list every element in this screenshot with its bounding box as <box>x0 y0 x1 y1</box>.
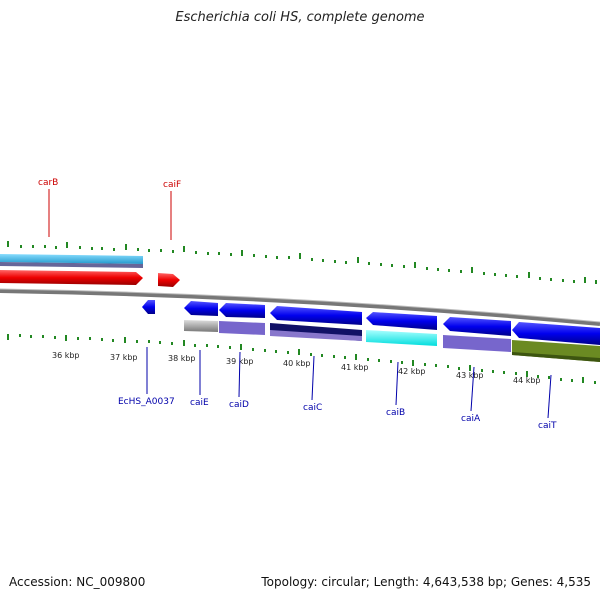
map-title: Escherichia coli HS, complete genome <box>175 10 425 25</box>
scale-label-42kbp: 42 kbp <box>398 367 426 376</box>
caiE-band <box>184 320 218 332</box>
caiB-band <box>366 330 437 346</box>
bottom-gene-labels <box>146 347 552 419</box>
caiE-label[interactable]: caiE <box>190 398 209 408</box>
scale-label-37kbp: 37 kbp <box>110 353 138 362</box>
top-gene-labels: carB caiF <box>38 178 181 240</box>
caiD-band <box>219 321 265 335</box>
scale-label-41kbp: 41 kbp <box>341 363 369 372</box>
upper-band-shadow <box>0 262 143 268</box>
caiA-gene-arrow[interactable] <box>443 317 511 336</box>
caiB-gene-arrow[interactable] <box>366 312 437 330</box>
carB-label[interactable]: carB <box>38 178 58 188</box>
scale-label-44kbp: 44 kbp <box>513 376 541 385</box>
caiT-gene-arrow[interactable] <box>512 322 600 345</box>
scale-label-40kbp: 40 kbp <box>283 359 311 368</box>
carB-gene-arrow[interactable] <box>0 270 143 285</box>
scale-label-43kbp: 43 kbp <box>456 371 484 380</box>
lower-tick-row <box>7 334 596 384</box>
caiC-label[interactable]: caiC <box>303 403 322 413</box>
caiF-gene-arrow[interactable] <box>158 273 180 287</box>
upper-tick-row <box>7 241 597 284</box>
caiD-label[interactable]: caiD <box>229 400 249 410</box>
genome-backbone <box>0 289 600 326</box>
caiA-band <box>443 335 511 352</box>
EcHS_A0037-label[interactable]: EcHS_A0037 <box>118 397 175 407</box>
caiA-label[interactable]: caiA <box>461 414 481 424</box>
scale-label-36kbp: 36 kbp <box>52 351 80 360</box>
accession-text: Accession: NC_009800 <box>9 575 146 589</box>
caiC-gene-arrow[interactable] <box>270 306 362 325</box>
caiE-gene-arrow[interactable] <box>184 301 218 316</box>
caiT-label[interactable]: caiT <box>538 421 557 431</box>
caiF-label[interactable]: caiF <box>163 180 181 190</box>
upper-cds-band <box>0 254 143 264</box>
genome-summary-text: Topology: circular; Length: 4,643,538 bp… <box>261 575 591 589</box>
EcHS_A0037-gene-arrow[interactable] <box>142 300 155 314</box>
caiD-gene-arrow[interactable] <box>219 303 265 318</box>
caiB-label[interactable]: caiB <box>386 408 405 418</box>
scale-label-38kbp: 38 kbp <box>168 354 196 363</box>
